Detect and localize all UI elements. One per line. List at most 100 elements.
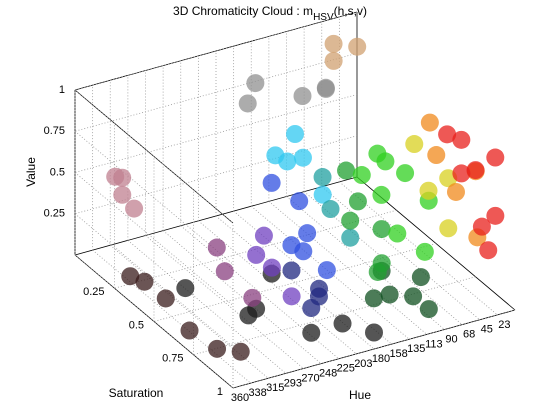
- point: [486, 206, 505, 225]
- y-tick-label: 0.5: [129, 319, 144, 331]
- title-subscript: HSV: [313, 12, 334, 23]
- point: [106, 167, 125, 186]
- point: [333, 314, 352, 333]
- title-suffix: (h,s,v): [334, 4, 367, 18]
- x-tick-label: 180: [372, 353, 390, 365]
- point: [313, 168, 332, 187]
- x-tick-label: 135: [407, 343, 425, 355]
- point: [446, 182, 465, 201]
- x-axis-label: Hue: [349, 388, 371, 402]
- point: [348, 37, 367, 56]
- x-tick-label: 315: [266, 382, 284, 394]
- grid-line: [74, 52, 358, 132]
- point: [419, 181, 438, 200]
- point: [302, 323, 321, 342]
- point: [238, 94, 257, 113]
- z-tick-label: 0.25: [44, 208, 65, 220]
- point: [405, 135, 424, 154]
- point: [324, 51, 343, 70]
- point: [365, 323, 383, 342]
- point: [293, 87, 312, 105]
- x-tick-label: 23: [498, 319, 510, 331]
- point: [439, 219, 458, 238]
- grid-line: [74, 11, 358, 91]
- point: [352, 166, 371, 185]
- point: [472, 217, 491, 236]
- point: [208, 339, 227, 358]
- point: [246, 74, 265, 93]
- point: [341, 211, 360, 230]
- point: [324, 34, 343, 53]
- point: [348, 192, 367, 211]
- point: [396, 164, 415, 183]
- x-tick-label: 270: [301, 372, 319, 384]
- y-tick-label: 0.25: [83, 286, 104, 298]
- point: [337, 161, 356, 180]
- grid-line: [74, 94, 358, 173]
- z-axis-label: Value: [24, 157, 38, 187]
- x-tick-label: 360: [231, 392, 249, 404]
- x-tick-label: 203: [354, 358, 372, 370]
- x-tick-label: 248: [319, 368, 337, 380]
- point: [298, 224, 317, 243]
- y-tick-label: 0.75: [162, 353, 183, 365]
- point: [278, 152, 297, 171]
- grid-line: [232, 309, 516, 389]
- point: [317, 261, 336, 280]
- x-tick-label: 293: [284, 377, 302, 389]
- point: [404, 287, 423, 306]
- point: [135, 272, 154, 291]
- z-tick-label: 1: [59, 84, 65, 96]
- point: [231, 342, 250, 361]
- point: [207, 238, 226, 257]
- grid-line: [193, 276, 476, 356]
- point: [372, 185, 391, 204]
- point: [316, 78, 335, 97]
- point: [321, 200, 340, 219]
- point: [215, 262, 234, 281]
- point: [415, 242, 434, 261]
- x-tick-label: 113: [425, 338, 443, 350]
- title-main: 3D Chromaticity Cloud : m: [173, 4, 313, 18]
- point: [121, 267, 140, 286]
- point: [282, 261, 301, 280]
- x-tick-label: 90: [445, 333, 457, 345]
- y-tick-label: 1: [217, 386, 223, 398]
- point: [479, 241, 498, 260]
- point: [282, 287, 301, 306]
- point: [427, 146, 446, 165]
- point: [113, 185, 132, 204]
- point: [294, 242, 313, 261]
- point: [376, 152, 395, 171]
- point: [180, 321, 199, 340]
- point: [156, 289, 175, 308]
- point: [452, 164, 471, 183]
- point: [341, 228, 360, 247]
- point: [466, 161, 485, 180]
- x-tick-label: 338: [248, 387, 266, 399]
- point: [411, 268, 430, 287]
- point: [313, 185, 332, 204]
- z-tick-label: 0.5: [50, 166, 65, 178]
- point: [419, 300, 438, 319]
- point: [286, 125, 304, 143]
- point: [247, 245, 266, 264]
- point: [262, 173, 281, 192]
- point: [254, 226, 273, 245]
- point: [368, 262, 387, 281]
- x-tick-label: 45: [481, 324, 493, 336]
- point: [309, 287, 328, 306]
- point: [438, 125, 457, 144]
- z-tick-label: 0.75: [44, 125, 65, 137]
- grid-line: [153, 243, 437, 322]
- point: [262, 258, 281, 277]
- point: [293, 148, 312, 167]
- x-tick-label: 68: [463, 329, 475, 341]
- point: [290, 192, 309, 211]
- x-tick-label: 225: [337, 363, 355, 375]
- point: [243, 288, 262, 307]
- point: [125, 199, 144, 218]
- axis-edge: [74, 89, 234, 224]
- point: [420, 113, 439, 132]
